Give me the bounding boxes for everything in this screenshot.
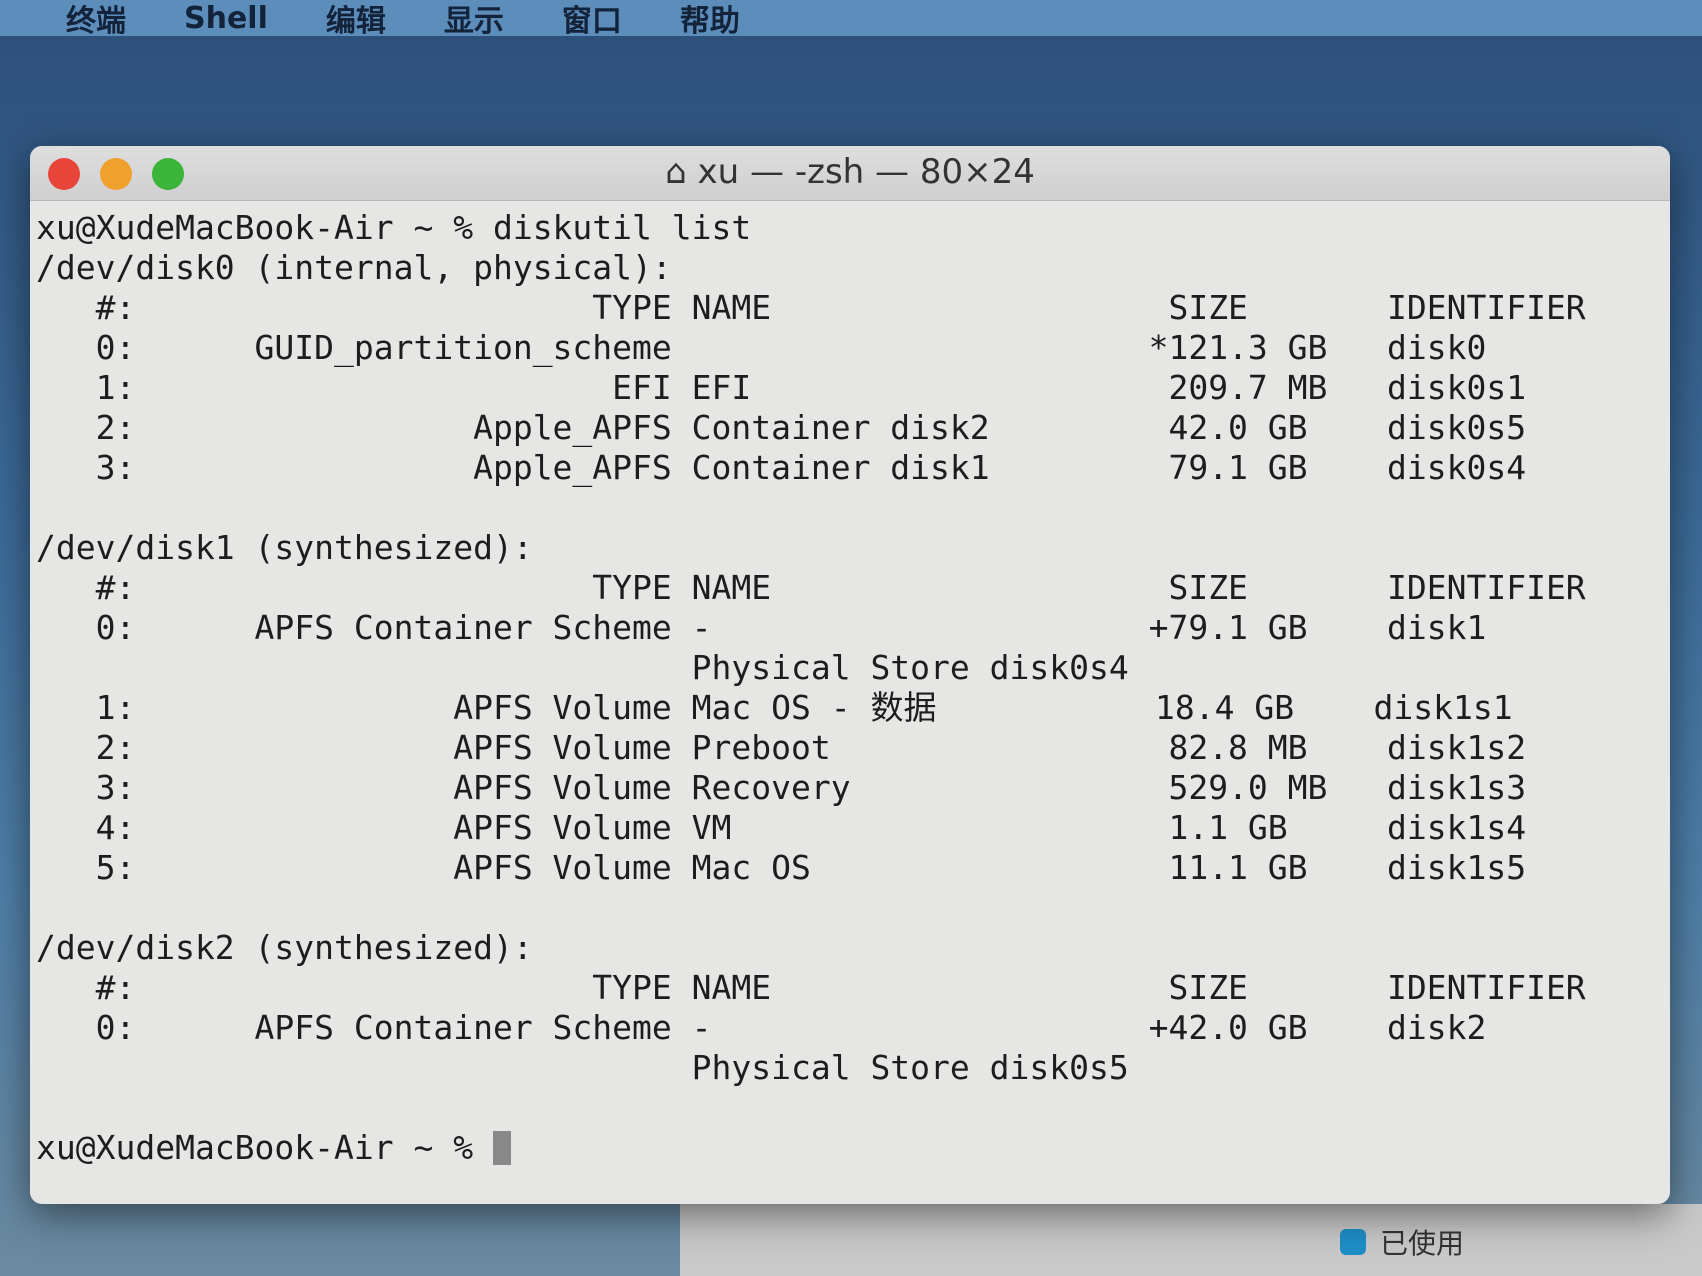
terminal-line: xu@XudeMacBook-Air ~ % diskutil list <box>36 208 752 247</box>
background-panel <box>680 1204 1702 1276</box>
terminal-window: ⌂ xu — -zsh — 80×24 xu@XudeMacBook-Air ~… <box>30 146 1670 1204</box>
terminal-line: 0: APFS Container Scheme - +79.1 GB disk… <box>36 608 1487 647</box>
used-color-swatch <box>1340 1229 1366 1255</box>
zoom-button[interactable] <box>152 158 184 190</box>
terminal-line: Physical Store disk0s5 <box>36 1048 1129 1087</box>
storage-legend: 已使用 <box>1340 1222 1464 1262</box>
menu-terminal[interactable]: 终端 <box>66 4 126 39</box>
terminal-line: 1: APFS Volume Mac OS - 数据 18.4 GB disk1… <box>36 688 1513 727</box>
terminal-line: #: TYPE NAME SIZE IDENTIFIER <box>36 568 1586 607</box>
terminal-line: 5: APFS Volume Mac OS 11.1 GB disk1s5 <box>36 848 1527 887</box>
minimize-button[interactable] <box>100 158 132 190</box>
terminal-line: /dev/disk2 (synthesized): <box>36 928 533 967</box>
terminal-line: #: TYPE NAME SIZE IDENTIFIER <box>36 968 1586 1007</box>
terminal-line <box>36 1088 1586 1128</box>
home-icon: ⌂ <box>665 152 698 192</box>
terminal-line <box>36 888 1586 928</box>
terminal-line: 3: APFS Volume Recovery 529.0 MB disk1s3 <box>36 768 1527 807</box>
terminal-line <box>36 488 1586 528</box>
title-bar[interactable]: ⌂ xu — -zsh — 80×24 <box>30 146 1670 201</box>
terminal-line: Physical Store disk0s4 <box>36 648 1129 687</box>
window-title: xu — -zsh — 80×24 <box>697 152 1035 192</box>
menu-bar: 终端 Shell 编辑 显示 窗口 帮助 <box>0 0 1702 39</box>
menu-help[interactable]: 帮助 <box>679 4 740 39</box>
prompt: xu@XudeMacBook-Air ~ % <box>36 1128 493 1167</box>
terminal-line: 0: APFS Container Scheme - +42.0 GB disk… <box>36 1008 1487 1047</box>
terminal-line: 4: APFS Volume VM 1.1 GB disk1s4 <box>36 808 1527 847</box>
terminal-line: 2: APFS Volume Preboot 82.8 MB disk1s2 <box>36 728 1527 767</box>
window-title-wrap: ⌂ xu — -zsh — 80×24 <box>30 152 1670 192</box>
terminal-line: 0: GUID_partition_scheme *121.3 GB disk0 <box>36 328 1487 367</box>
terminal-line: #: TYPE NAME SIZE IDENTIFIER <box>36 288 1586 327</box>
menu-edit[interactable]: 编辑 <box>325 4 386 39</box>
terminal-line: /dev/disk0 (internal, physical): <box>36 248 672 287</box>
menu-window[interactable]: 窗口 <box>561 4 622 39</box>
terminal-line: 3: Apple_APFS Container disk1 79.1 GB di… <box>36 448 1527 487</box>
terminal-line: 2: Apple_APFS Container disk2 42.0 GB di… <box>36 408 1527 447</box>
terminal-output[interactable]: xu@XudeMacBook-Air ~ % diskutil list/dev… <box>36 208 1586 1168</box>
terminal-line: 1: EFI EFI 209.7 MB disk0s1 <box>36 368 1527 407</box>
menu-view[interactable]: 显示 <box>443 4 504 39</box>
terminal-line: /dev/disk1 (synthesized): <box>36 528 533 567</box>
cursor <box>492 1131 511 1165</box>
menu-shell[interactable]: Shell <box>184 0 268 36</box>
prompt-line[interactable]: xu@XudeMacBook-Air ~ % <box>36 1128 1586 1168</box>
close-button[interactable] <box>48 158 80 190</box>
used-label: 已使用 <box>1380 1227 1465 1260</box>
